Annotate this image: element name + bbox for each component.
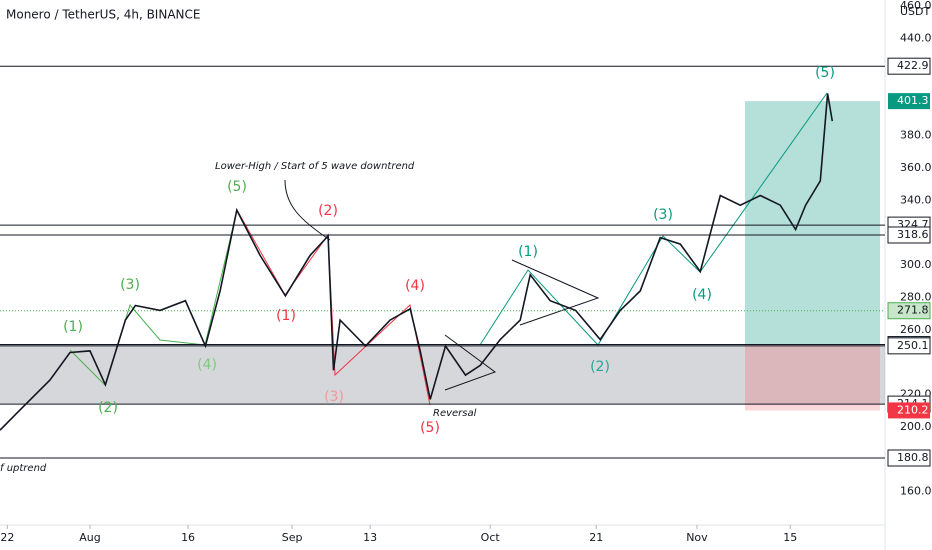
- target-zone: [745, 101, 880, 345]
- note: f uptrend: [0, 463, 47, 474]
- x-tick-label: Aug: [79, 531, 100, 544]
- x-tick-label: 22: [0, 531, 14, 544]
- x-tick-label: Oct: [481, 531, 501, 544]
- chart-title: Monero / TetherUS, 4h, BINANCE: [6, 8, 200, 22]
- wave-label: (2): [590, 359, 610, 375]
- triangle: [511, 259, 600, 326]
- price-label: 401.3: [897, 94, 929, 107]
- y-tick-label: 340.0: [900, 193, 932, 206]
- price-label-box: [887, 337, 931, 355]
- y-tick-label: 280.0: [900, 290, 932, 303]
- price-label-box: [887, 449, 931, 467]
- price-label: 271.8: [897, 304, 929, 317]
- price-label: 250.1: [897, 339, 929, 352]
- x-tick-label: 16: [181, 531, 195, 544]
- wave-label: (1): [518, 244, 538, 260]
- price-label-box: [887, 302, 931, 320]
- x-tick-label: 15: [783, 531, 797, 544]
- price-label-box: [887, 226, 931, 244]
- green-wave: [69, 209, 238, 386]
- wave-label: (3): [324, 389, 344, 405]
- wave-label: (2): [318, 203, 338, 219]
- price-line: [0, 93, 834, 431]
- price-label-box: [888, 93, 930, 110]
- price-label-box: [887, 57, 931, 75]
- price-label: 422.9: [897, 59, 929, 72]
- x-tick-label: 21: [589, 531, 603, 544]
- triangle: [444, 334, 497, 391]
- y-tick-label: 160.0: [900, 485, 932, 498]
- y-tick-label: 260.0: [900, 323, 932, 336]
- y-tick-label: 440.0: [900, 32, 932, 45]
- wave-label: (1): [63, 319, 83, 335]
- price-label-box: [888, 402, 930, 419]
- y-axis-label: USDT: [900, 5, 931, 18]
- wave-label: (4): [692, 287, 712, 303]
- wave-label: (5): [815, 65, 835, 81]
- x-tick-label: Sep: [282, 531, 303, 544]
- price-label: 180.8: [897, 451, 929, 464]
- y-tick-label: 460.0: [900, 0, 932, 12]
- wave-label: (1): [276, 308, 296, 324]
- stop-zone: [745, 344, 880, 411]
- wave-label: (4): [197, 357, 217, 373]
- wave-label: (5): [420, 420, 440, 436]
- wave-label: (3): [120, 277, 140, 293]
- wave-label: (2): [98, 400, 118, 416]
- callout-arrow: [284, 179, 331, 241]
- x-tick-label: 13: [363, 531, 377, 544]
- wave-label: (4): [405, 278, 425, 294]
- price-label: 210.2: [897, 403, 929, 416]
- wave-label: (5): [227, 179, 247, 195]
- y-tick-label: 380.0: [900, 129, 932, 142]
- note: Reversal: [433, 408, 477, 419]
- wave-label: (3): [653, 207, 673, 223]
- x-tick-label: Nov: [686, 531, 708, 544]
- note: Lower-High / Start of 5 wave downtrend: [215, 161, 415, 172]
- y-tick-label: 200.0: [900, 420, 932, 433]
- y-tick-label: 300.0: [900, 258, 932, 271]
- y-tick-label: 360.0: [900, 161, 932, 174]
- teal-wave: [479, 92, 828, 346]
- price-label: 318.6: [897, 228, 929, 241]
